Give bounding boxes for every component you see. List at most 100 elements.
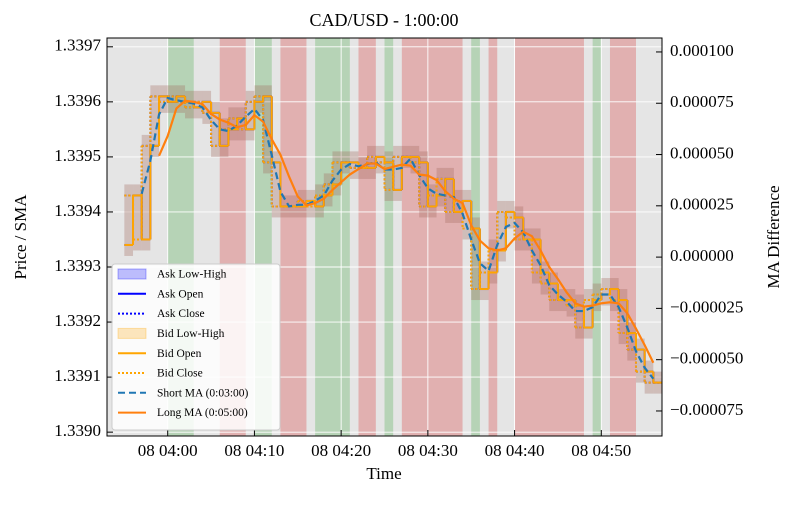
low-high-range (297, 189, 307, 218)
low-high-range (419, 151, 428, 218)
x-tick-label: 08 04:50 (571, 441, 631, 460)
legend-text: Ask Open (157, 288, 204, 300)
low-high-range (124, 184, 134, 256)
y2-tick-label: 0.000100 (670, 41, 734, 60)
low-high-range (566, 289, 576, 317)
plot-frame (106, 37, 663, 437)
low-high-range (601, 278, 610, 306)
low-high-range (193, 90, 203, 119)
signal-region (514, 38, 584, 436)
low-high-range (124, 184, 134, 256)
low-high-range (575, 294, 584, 339)
low-high-range (479, 261, 489, 301)
signal-region (280, 38, 307, 436)
low-high-range (609, 278, 619, 312)
signal-region (358, 38, 376, 436)
low-high-range (601, 278, 610, 306)
low-high-range (245, 90, 255, 141)
low-high-range (237, 107, 246, 141)
y-tick-label: 1.3393 (54, 256, 101, 275)
y-tick-label: 1.3394 (54, 201, 101, 220)
low-high-range (133, 184, 142, 251)
legend-text: Bid Low-High (157, 328, 225, 340)
moving-average-line (158, 99, 655, 364)
low-high-range (150, 85, 160, 157)
low-high-range (211, 101, 220, 157)
low-high-range (427, 184, 437, 218)
low-high-range (384, 151, 394, 201)
low-high-range (375, 145, 385, 174)
low-high-range (471, 217, 480, 301)
legend-text: Short MA (0:03:00) (157, 387, 249, 399)
low-high-range (410, 145, 420, 174)
low-high-range (497, 200, 506, 262)
low-high-range (393, 145, 402, 201)
low-high-range (237, 107, 246, 141)
low-high-range (271, 151, 281, 218)
low-high-range (159, 85, 168, 113)
y-tick-label: 1.3391 (54, 366, 101, 385)
low-high-range (176, 85, 186, 113)
low-high-range (549, 272, 558, 312)
y-tick-label: 1.3392 (54, 311, 101, 330)
legend-box (111, 263, 281, 431)
signal-region (315, 38, 350, 436)
x-tick-label: 08 04:40 (485, 441, 545, 460)
low-high-range (531, 228, 541, 284)
low-high-range (254, 85, 264, 113)
low-high-range (419, 151, 428, 218)
low-high-range (297, 189, 307, 218)
low-high-range (505, 200, 515, 229)
signal-region (609, 38, 636, 436)
y2-tick-label: −0.000075 (670, 400, 743, 419)
legend-text: Long MA (0:05:00) (157, 407, 248, 419)
low-high-range (566, 289, 576, 317)
low-high-range (245, 90, 255, 141)
data-layer (124, 85, 662, 394)
y2-tick-label: 0.000000 (670, 246, 734, 265)
low-high-range (427, 184, 437, 218)
low-high-range (479, 261, 489, 301)
low-high-range (384, 151, 394, 201)
x-axis-label: Time (366, 464, 401, 483)
low-high-range (609, 278, 619, 312)
legend-text: Bid Open (157, 348, 202, 360)
y2-tick-label: −0.000025 (670, 297, 743, 316)
y-tick-label: 1.3396 (54, 91, 101, 110)
low-high-range (644, 360, 654, 394)
low-high-range (141, 134, 151, 251)
signal-region (401, 38, 463, 436)
y2-tick-label: 0.000075 (670, 92, 734, 111)
signal-region (471, 38, 480, 436)
x-tick-label: 08 04:30 (398, 441, 458, 460)
low-high-range (254, 85, 264, 113)
low-high-range (644, 360, 654, 394)
regions-layer (167, 38, 636, 436)
legend-swatch (117, 268, 147, 280)
chart-title: CAD/USD - 1:00:00 (309, 10, 458, 30)
x-tick-label: 08 04:00 (138, 441, 198, 460)
low-high-range (583, 289, 593, 339)
legend-text: Ask Low-High (157, 269, 227, 281)
moving-average-line (140, 96, 655, 380)
low-high-range (575, 294, 584, 339)
low-high-range (375, 145, 385, 174)
low-high-range (219, 118, 229, 157)
y-tick-label: 1.3397 (54, 36, 101, 55)
y-tick-label: 1.3395 (54, 146, 101, 165)
y2-tick-label: 0.000025 (670, 195, 734, 214)
low-high-range (471, 217, 480, 301)
axes-layer: 1.3390 1.3391 1.3392 1.3393 1.3394 1.3395 1.33… (54, 36, 743, 460)
low-high-range (514, 206, 524, 251)
legend: Ask Low-High Ask Open Ask Close Bid Low-Hig… (117, 268, 249, 419)
low-high-range (497, 200, 506, 262)
low-high-range (583, 289, 593, 339)
low-high-range (185, 90, 194, 119)
low-high-range (505, 200, 515, 229)
signal-region (384, 38, 394, 436)
low-high-range (592, 283, 602, 312)
low-high-range (219, 118, 229, 157)
low-high-range (159, 85, 168, 113)
low-high-range (540, 261, 550, 295)
low-high-range (133, 184, 142, 251)
